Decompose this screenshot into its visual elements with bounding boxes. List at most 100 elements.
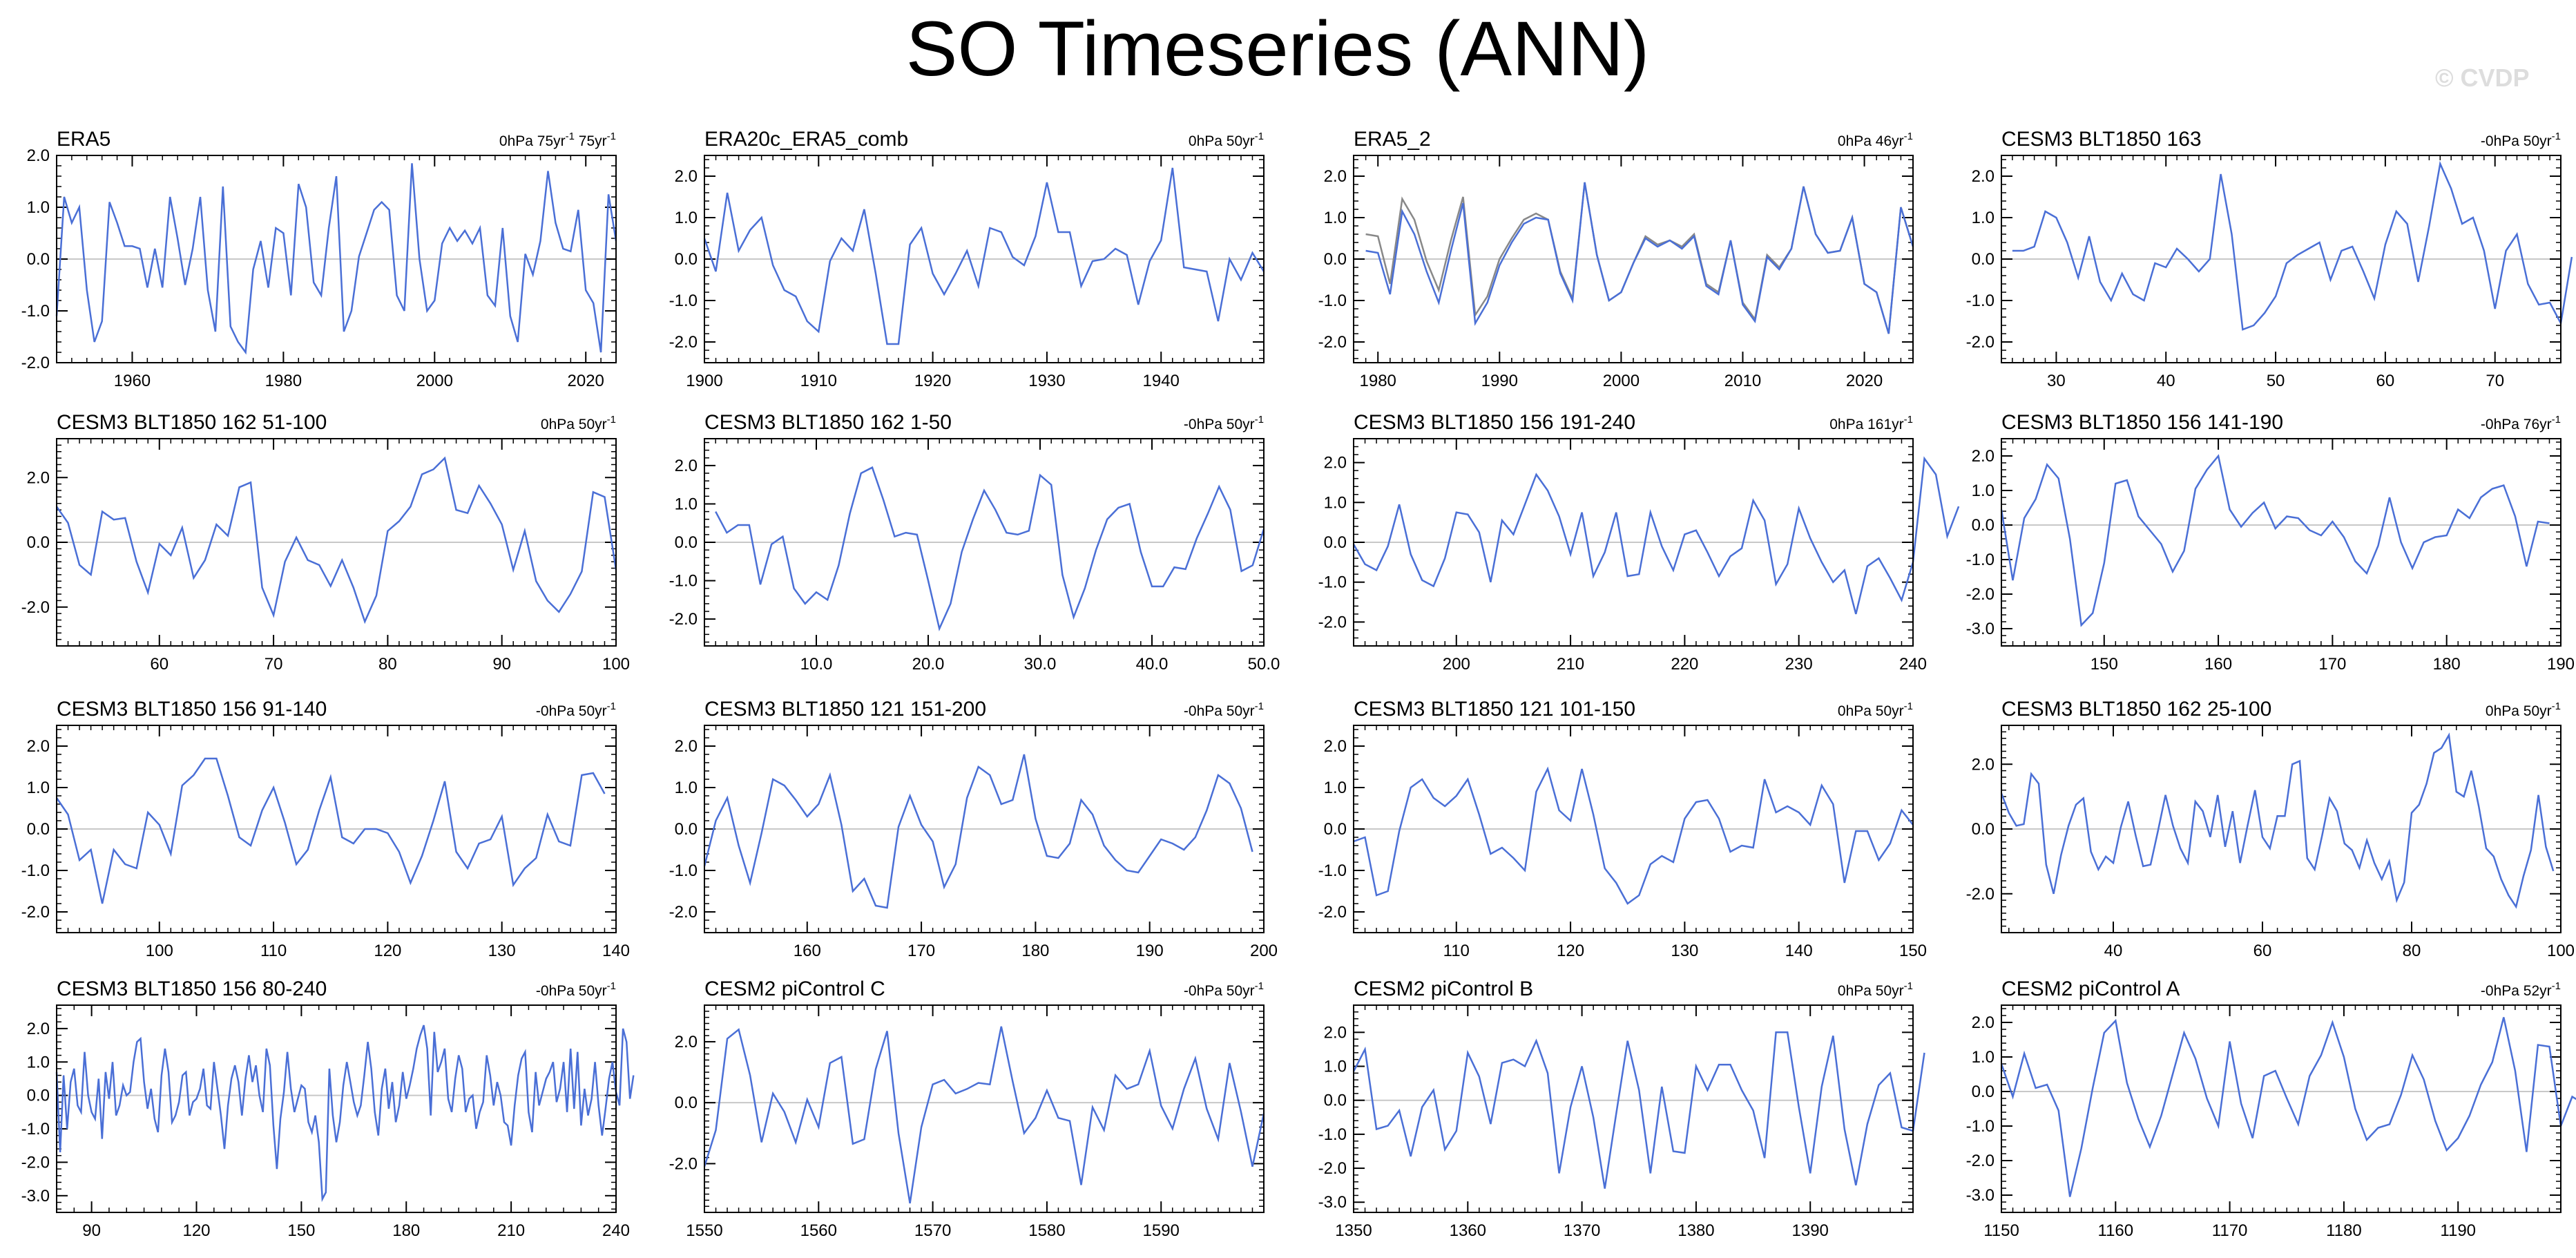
subtitle-sup: -1 <box>2552 414 2561 426</box>
x-tick-label: 140 <box>602 942 630 960</box>
panel-title: CESM3 BLT1850 121 101-150 <box>1354 698 1635 721</box>
x-tick-label: 1910 <box>800 372 837 390</box>
series-line <box>2000 732 2555 909</box>
panel-subtitle: 0hPa 50yr-1 <box>1838 701 1913 719</box>
x-tick-label: 1940 <box>1143 372 1180 390</box>
panel-title: CESM3 BLT1850 162 25-100 <box>2001 698 2271 721</box>
panel-2: ERA20c_ERA5_comb 0hPa 50yr-1 1900 1910 1920 1… <box>669 128 1265 390</box>
y-tick-label: -2.0 <box>1318 1159 1347 1178</box>
y-tick-label: -2.0 <box>1318 903 1347 922</box>
x-tick-label: 10.0 <box>800 655 833 674</box>
y-tick-label: -1.0 <box>669 861 698 880</box>
subtitle-text-2: 75yr <box>575 133 607 149</box>
x-tick-label: 210 <box>497 1221 525 1240</box>
y-tick-label: -1.0 <box>21 1120 50 1138</box>
subtitle-sup: -1 <box>607 414 616 426</box>
panel-15: CESM2 piControl B 0hPa 50yr-1 1350 1360 1370… <box>1318 978 1925 1240</box>
x-tick-label: 130 <box>1671 942 1698 960</box>
panel-6: CESM3 BLT1850 162 1-50 -0hPa 50yr-1 10.0 20… <box>669 411 1280 674</box>
x-tick-label: 110 <box>260 942 287 960</box>
y-tick-label: -2.0 <box>669 333 698 352</box>
panel-subtitle: -0hPa 50yr-1 <box>1184 701 1264 719</box>
y-tick-label: 2.0 <box>1324 1023 1347 1042</box>
x-tick-label: 1180 <box>2326 1221 2362 1240</box>
panel-title: CESM3 BLT1850 156 141-190 <box>2001 411 2283 434</box>
x-tick-label: 70 <box>2486 372 2504 390</box>
x-tick-label: 60 <box>150 655 169 674</box>
y-tick-label: -2.0 <box>21 903 50 922</box>
y-tick-label: 0.0 <box>1324 1092 1347 1110</box>
x-tick-label: 20.0 <box>912 655 945 674</box>
x-tick-label: 1360 <box>1450 1221 1486 1240</box>
y-tick-label: 2.0 <box>1972 167 1995 186</box>
page-title: SO Timeseries (ANN) <box>905 6 1650 92</box>
y-tick-label: -1.0 <box>1966 1117 1995 1136</box>
y-tick-label: 1.0 <box>675 779 698 797</box>
subtitle-text: -0hPa 52yr <box>2481 983 2552 999</box>
x-tick-label: 100 <box>602 655 630 674</box>
subtitle-sup: -1 <box>1255 414 1264 426</box>
subtitle-text: -0hPa 50yr <box>536 703 607 719</box>
x-tick-label: 110 <box>1443 942 1470 960</box>
x-tick-label: 1980 <box>265 372 302 390</box>
y-tick-label: -2.0 <box>1966 585 1995 604</box>
y-tick-label: -1.0 <box>1318 573 1347 592</box>
panel-title: ERA20c_ERA5_comb <box>704 128 908 151</box>
y-tick-label: 2.0 <box>27 146 50 165</box>
x-tick-label: 180 <box>392 1221 420 1240</box>
x-tick-label: 1580 <box>1028 1221 1065 1240</box>
subtitle-sup: -1 <box>607 701 616 712</box>
plot-frame <box>704 1004 1265 1213</box>
x-tick-label: 230 <box>1785 655 1813 674</box>
subtitle-sup: -1 <box>1904 701 1913 712</box>
x-tick-label: 1960 <box>114 372 151 390</box>
y-tick-label: -2.0 <box>1966 333 1995 352</box>
x-tick-label: 2020 <box>1846 372 1883 390</box>
y-tick-label: -3.0 <box>1966 620 1995 638</box>
subtitle-text: 0hPa 46yr <box>1838 133 1904 149</box>
x-tick-label: 2000 <box>416 372 453 390</box>
series-line <box>1365 182 1914 334</box>
panel-7: CESM3 BLT1850 156 191-240 0hPa 161yr-1 200… <box>1318 411 1960 674</box>
y-tick-label: -1.0 <box>1318 1125 1347 1144</box>
x-tick-label: 160 <box>794 942 821 960</box>
x-tick-label: 1560 <box>800 1221 837 1240</box>
plot-frame <box>1353 155 1914 363</box>
y-tick-label: 1.0 <box>1972 482 1995 500</box>
x-tick-label: 80 <box>2403 942 2421 960</box>
panel-subtitle: -0hPa 50yr-1 <box>1184 414 1264 432</box>
y-tick-label: 1.0 <box>675 209 698 227</box>
y-tick-label: 0.0 <box>675 820 698 839</box>
series-line <box>2012 160 2573 331</box>
panel-subtitle: -0hPa 52yr-1 <box>2481 980 2561 999</box>
panel-subtitle: 0hPa 50yr-1 <box>1838 980 1913 999</box>
subtitle-sup: -1 <box>607 980 616 992</box>
y-tick-label: 2.0 <box>675 737 698 756</box>
panel-title: ERA5_2 <box>1354 128 1431 151</box>
panel-subtitle: -0hPa 76yr-1 <box>2481 414 2561 432</box>
y-tick-label: 0.0 <box>27 250 50 269</box>
x-tick-label: 160 <box>2204 655 2232 674</box>
subtitle-sup: -1 <box>1904 414 1913 426</box>
y-tick-label: -2.0 <box>21 598 50 617</box>
x-tick-label: 1990 <box>1481 372 1518 390</box>
panel-title: ERA5 <box>57 128 110 151</box>
x-tick-label: 2010 <box>1724 372 1761 390</box>
y-tick-label: 2.0 <box>675 167 698 186</box>
x-tick-label: 1350 <box>1335 1221 1372 1240</box>
y-tick-label: 0.0 <box>27 1087 50 1105</box>
y-tick-label: -2.0 <box>1966 1152 1995 1170</box>
y-tick-label: 0.0 <box>675 533 698 552</box>
x-tick-label: 1930 <box>1028 372 1065 390</box>
x-tick-label: 40 <box>2104 942 2123 960</box>
y-tick-label: 1.0 <box>1324 1058 1347 1076</box>
y-tick-label: 0.0 <box>1972 250 1995 269</box>
x-tick-label: 30.0 <box>1024 655 1057 674</box>
x-tick-label: 1920 <box>914 372 951 390</box>
panel-title: CESM3 BLT1850 156 91-140 <box>57 698 327 721</box>
